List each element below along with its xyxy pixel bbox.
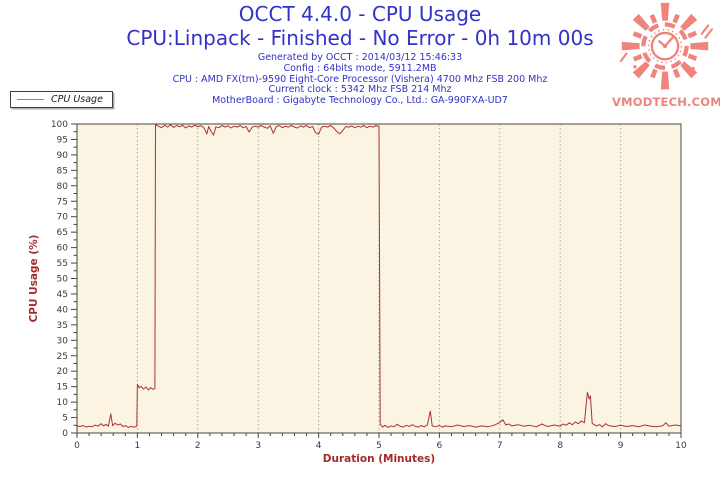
x-tick-label: 6: [437, 441, 443, 451]
y-tick-label: 80: [57, 182, 69, 192]
y-tick-label: 75: [57, 197, 68, 207]
x-tick-label: 2: [195, 441, 201, 451]
vmodtech-logo: VMODTECH.COM: [612, 1, 720, 109]
legend-label: CPU Usage: [51, 94, 103, 105]
y-tick-label: 55: [57, 259, 68, 269]
y-tick-label: 0: [62, 429, 68, 439]
chart-legend: CPU Usage: [10, 91, 113, 108]
x-tick-label: 10: [675, 441, 687, 451]
y-tick-label: 90: [57, 151, 69, 161]
info-config: Config : 64bits mode, 5911.2MB: [283, 62, 437, 74]
y-tick-label: 20: [57, 367, 69, 377]
y-tick-label: 30: [57, 336, 69, 346]
y-tick-label: 5: [62, 414, 68, 424]
y-tick-label: 85: [57, 166, 68, 176]
page-subtitle: CPU:Linpack - Finished - No Error - 0h 1…: [126, 26, 594, 50]
y-tick-label: 60: [57, 244, 69, 254]
y-tick-label: 100: [51, 120, 68, 130]
x-tick-label: 5: [376, 441, 382, 451]
y-tick-label: 40: [57, 305, 69, 315]
report-info-block: Generated by OCCT : 2014/03/12 15:46:33 …: [0, 52, 720, 107]
x-tick-label: 9: [618, 441, 624, 451]
x-tick-label: 0: [74, 441, 80, 451]
x-axis-title: Duration (Minutes): [323, 453, 435, 465]
page-title: OCCT 4.4.0 - CPU Usage: [238, 2, 482, 26]
cpu-usage-line: [76, 124, 682, 428]
y-tick-label: 65: [57, 228, 68, 238]
x-tick-label: 3: [255, 441, 261, 451]
plot-border: [76, 123, 682, 434]
vmodtech-emblem-icon: [619, 2, 714, 90]
legend-line-swatch: [17, 99, 44, 100]
y-tick-label: 15: [57, 383, 68, 393]
logo-text: VMODTECH.COM: [612, 95, 720, 109]
y-axis-title: CPU Usage (%): [28, 235, 40, 323]
x-tick-label: 1: [135, 441, 141, 451]
x-tick-label: 7: [497, 441, 503, 451]
y-tick-label: 50: [57, 275, 69, 285]
y-tick-label: 25: [57, 352, 68, 362]
y-tick-label: 70: [57, 213, 69, 223]
x-tick-label: 4: [316, 441, 322, 451]
info-clock: Current clock : 5342 Mhz FSB 214 Mhz: [268, 84, 452, 96]
info-cpu: CPU : AMD FX(tm)-9590 Eight-Core Process…: [172, 73, 548, 85]
y-tick-label: 45: [57, 290, 68, 300]
y-tick-label: 95: [57, 135, 68, 145]
y-tick-label: 35: [57, 321, 68, 331]
y-tick-label: 10: [57, 398, 69, 408]
info-motherboard: MotherBoard : Gigabyte Technology Co., L…: [212, 95, 508, 107]
info-generated: Generated by OCCT : 2014/03/12 15:46:33: [257, 52, 463, 63]
x-tick-label: 8: [557, 441, 563, 451]
